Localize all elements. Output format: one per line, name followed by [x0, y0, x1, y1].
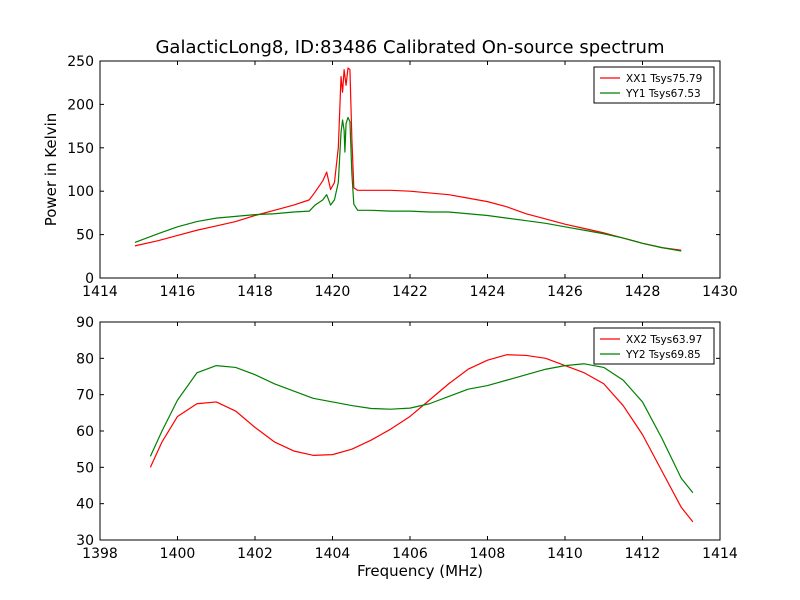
y-tick-label: 80 — [76, 351, 94, 367]
bottom-spectrum-panel: 1398 1400 1402 1404 1406 1408 1410 1412 1414 30 40… — [76, 315, 738, 580]
legend: XX2 Tsys63.97 YY2 Tsys69.85 — [593, 327, 715, 365]
x-tick-label: 1408 — [470, 546, 506, 562]
x-tick-label: 1430 — [702, 284, 738, 300]
y-tick-label: 200 — [67, 97, 94, 113]
x-tick-label: 1426 — [547, 284, 583, 300]
x-tick-label: 1414 — [702, 546, 738, 562]
legend-label: XX1 Tsys75.79 — [626, 73, 702, 85]
x-tick-label: 1406 — [392, 546, 428, 562]
x-tick-label: 1420 — [315, 284, 351, 300]
x-tick-label: 1424 — [470, 284, 506, 300]
x-axis-label: Frequency (MHz) — [357, 562, 483, 580]
legend-label: XX2 Tsys63.97 — [626, 334, 702, 346]
x-tick-label: 1428 — [625, 284, 661, 300]
y-tick-label: 90 — [76, 315, 94, 331]
y-tick-label: 30 — [76, 533, 94, 549]
x-tick-label: 1400 — [160, 546, 196, 562]
x-tick-label: 1412 — [625, 546, 661, 562]
x-tick-label: 1418 — [237, 284, 273, 300]
legend-box — [593, 66, 715, 104]
x-tick-label: 1398 — [82, 546, 118, 562]
series-line-yy — [149, 363, 694, 494]
series-line-xx — [134, 67, 682, 251]
y-axis-label: Power in Kelvin — [42, 113, 60, 227]
figure-title: GalacticLong8, ID:83486 Calibrated On-so… — [155, 37, 664, 58]
legend: XX1 Tsys75.79 YY1 Tsys67.53 — [593, 66, 715, 104]
y-tick-label: 40 — [76, 497, 94, 513]
x-tick-label: 1402 — [237, 546, 273, 562]
y-tick-label: 100 — [67, 184, 94, 200]
x-tick-label: 1410 — [547, 546, 583, 562]
series-line-xx — [149, 354, 694, 523]
x-tick-label: 1404 — [315, 546, 351, 562]
legend-label: YY1 Tsys67.53 — [625, 88, 701, 100]
y-tick-label: 150 — [67, 141, 94, 157]
y-tick-label: 250 — [67, 54, 94, 70]
y-tick-label: 50 — [76, 228, 94, 244]
y-tick-label: 50 — [76, 460, 94, 476]
x-tick-label: 1414 — [82, 284, 118, 300]
series-line-yy — [134, 116, 682, 252]
top-spectrum-panel: 1414 1416 1418 1420 1422 1424 1426 1428 1430 0 50 1… — [42, 54, 738, 300]
y-tick-label: 60 — [76, 424, 94, 440]
legend-label: YY2 Tsys69.85 — [625, 349, 701, 361]
y-tick-label: 70 — [76, 388, 94, 404]
legend-box — [593, 327, 715, 365]
x-tick-label: 1422 — [392, 284, 428, 300]
y-tick-label: 0 — [85, 271, 94, 287]
x-tick-label: 1416 — [160, 284, 196, 300]
